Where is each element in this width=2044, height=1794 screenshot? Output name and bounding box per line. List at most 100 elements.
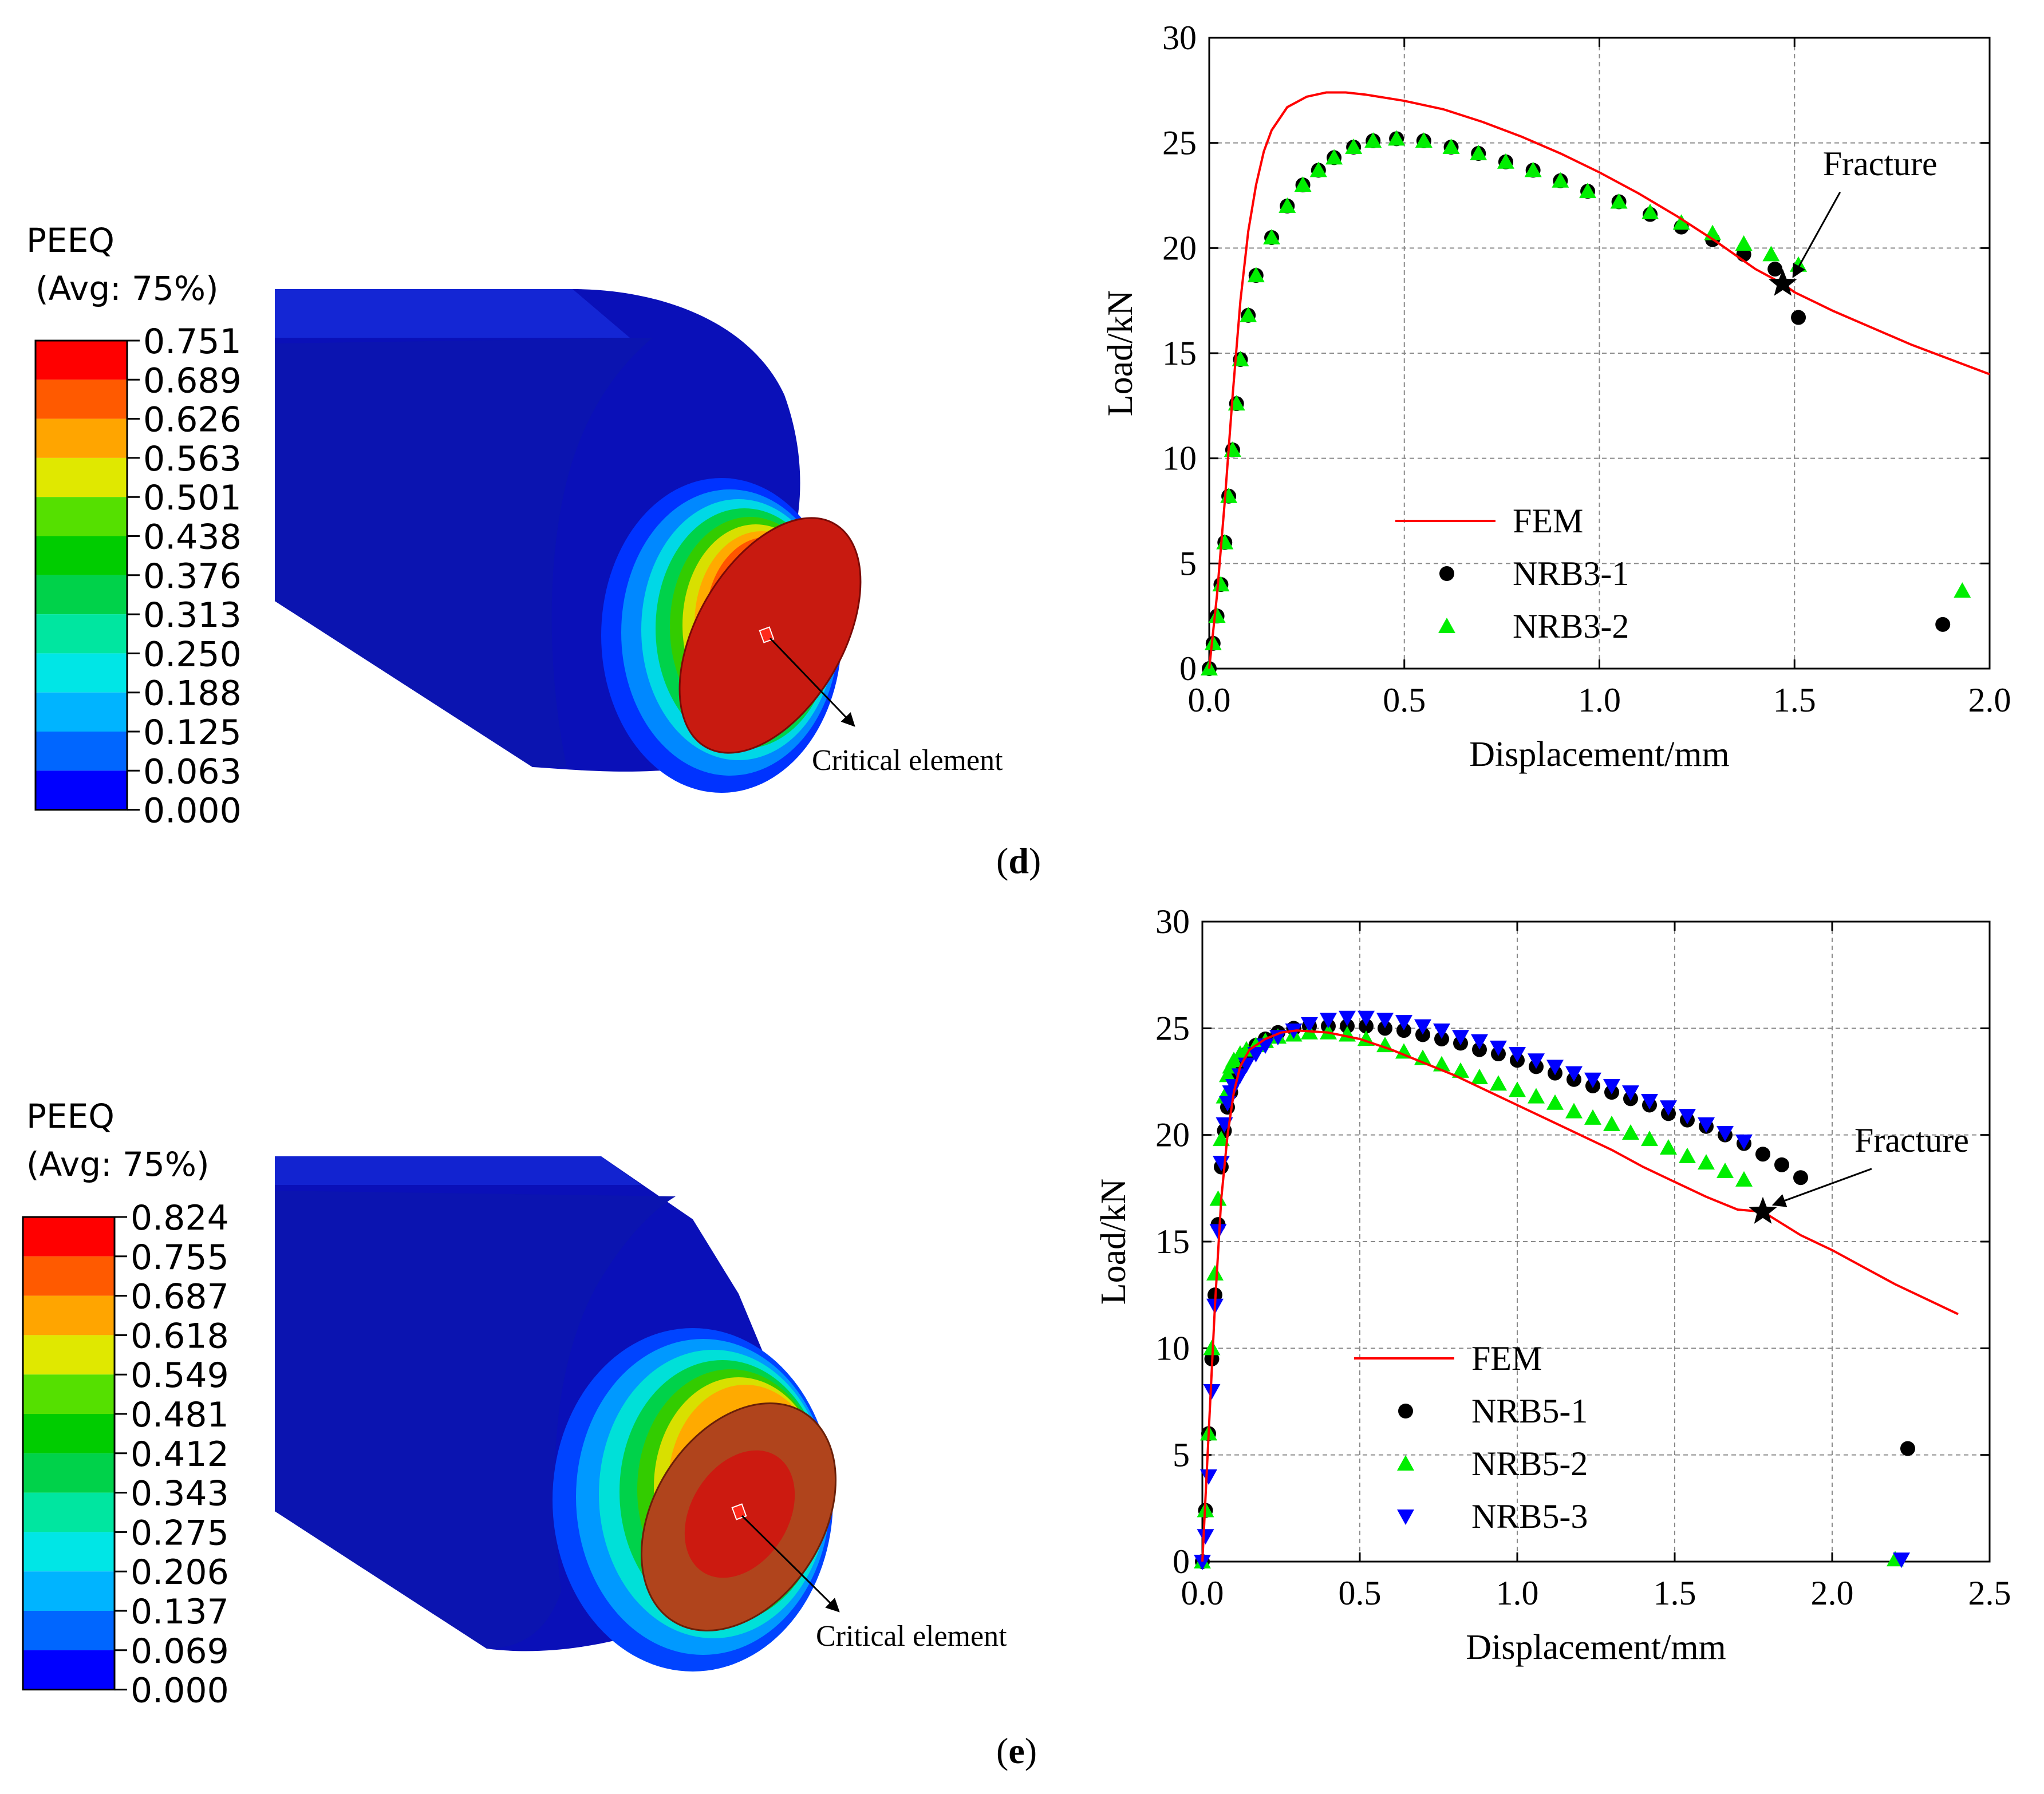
data-point: [1954, 582, 1971, 598]
panel-label-d: (d): [996, 840, 1041, 881]
legend-title-line2: (Avg: 75%): [35, 269, 219, 308]
chart-legend: FEM NRB3-1 NRB3-2: [1395, 502, 1629, 645]
legend-label: FEM: [1513, 502, 1583, 540]
y-tick-label: 5: [1179, 544, 1197, 582]
data-point: [1672, 214, 1690, 230]
data-point: [1219, 1066, 1236, 1082]
data-point: [1490, 1040, 1507, 1056]
data-point: [1584, 1072, 1601, 1088]
chart-legend: FEM NRB5-1 NRB5-2 NRB5-3: [1354, 1339, 1588, 1535]
data-point: [1247, 267, 1265, 283]
x-tick-label: 1.0: [1496, 1574, 1539, 1612]
legend-bands: [34, 339, 128, 811]
data-point: [1679, 1147, 1696, 1163]
series-line-FEM: [1201, 1029, 1959, 1562]
legend-band: [35, 653, 127, 693]
y-tick-label: 0: [1173, 1543, 1190, 1580]
data-point: [1208, 607, 1226, 623]
legend-label: NRB5-1: [1471, 1392, 1588, 1430]
legend-band: [23, 1650, 115, 1690]
data-point: [1528, 1088, 1545, 1104]
data-point: [1452, 1030, 1469, 1046]
data-point: [1735, 235, 1753, 251]
panel-label-e: (e): [996, 1730, 1037, 1771]
data-point: [1232, 1068, 1249, 1084]
y-tick-label: 25: [1155, 1009, 1190, 1047]
x-axis-label: Displacement/mm: [1466, 1628, 1726, 1667]
x-tick-label: 2.0: [1968, 681, 2011, 719]
legend-level-label: 0.313: [143, 595, 242, 635]
y-tick-label: 10: [1155, 1329, 1190, 1367]
legend-level-label: 0.824: [131, 1198, 229, 1238]
data-point: [1755, 1147, 1770, 1162]
series-NRB5-3: [1194, 1010, 1910, 1570]
x-tick-label: 2.5: [1968, 1574, 2011, 1612]
legend-band: [23, 1295, 115, 1335]
legend-swatch: [1398, 1404, 1413, 1418]
legend-band: [35, 575, 127, 615]
y-tick-label: 20: [1162, 229, 1197, 267]
data-point: [1791, 310, 1806, 325]
legend-band: [23, 1414, 115, 1453]
data-point: [1395, 1015, 1412, 1031]
data-point: [1345, 139, 1363, 155]
data-point: [1762, 246, 1780, 262]
legend-band: [23, 1256, 115, 1296]
legend-level-label: 0.137: [131, 1592, 229, 1632]
legend-band: [23, 1453, 115, 1493]
legend-band: [23, 1492, 115, 1532]
data-point: [1294, 176, 1312, 192]
critical-element-label-e: Critical element: [816, 1620, 1007, 1653]
critical-element-arrow-d: [769, 637, 855, 727]
legend-band: [23, 1611, 115, 1650]
data-point: [1509, 1047, 1526, 1063]
legend-band: [23, 1374, 115, 1414]
chart-e: 0.0 0.5 1.0 1.5 2.0 2.5 0 5 10 15 20 25 30 Displaceme…: [1094, 903, 2011, 1667]
fracture-label: Fracture: [1854, 1121, 1969, 1159]
x-tick-label: 1.5: [1654, 1574, 1696, 1612]
data-point: [1206, 1265, 1224, 1281]
data-point: [1524, 161, 1542, 177]
data-point: [1610, 193, 1628, 209]
data-point: [1528, 1053, 1545, 1069]
fe-specimen-d: Critical element: [275, 289, 1003, 793]
data-point: [1470, 145, 1487, 161]
data-point: [1790, 256, 1808, 272]
data-point: [1197, 1529, 1214, 1545]
data-point: [1225, 1078, 1242, 1094]
legend-band: [35, 341, 127, 380]
legend-swatch: [1439, 566, 1454, 581]
legend-level-label: 0.755: [131, 1238, 229, 1278]
legend-swatch: [1397, 1455, 1414, 1471]
legend-level-label: 0.549: [131, 1356, 229, 1396]
legend-level-label: 0.501: [143, 478, 242, 518]
contour-legend-e: PEEQ (Avg: 75%) 0.8240.7550.6870.6180.54…: [22, 1097, 229, 1711]
legend-label: NRB5-2: [1471, 1445, 1588, 1483]
fe-specimen-e: Critical element: [275, 1156, 1007, 1671]
data-point: [1579, 183, 1597, 199]
data-point: [1395, 1043, 1412, 1059]
legend-title-line1: PEEQ: [26, 1097, 115, 1136]
data-point: [1213, 1131, 1230, 1147]
fracture-star: [1769, 268, 1797, 296]
data-point: [1565, 1066, 1583, 1082]
contour-legend-d: PEEQ (Avg: 75%) 0.7510.6890.6260.5630.50…: [26, 221, 242, 831]
fracture-arrow: [1792, 192, 1841, 278]
data-point: [1717, 1125, 1734, 1141]
y-tick-label: 30: [1162, 19, 1197, 57]
data-point: [1240, 306, 1257, 322]
data-point: [1452, 1062, 1469, 1078]
legend-level-label: 0.343: [131, 1474, 229, 1514]
legend-band: [35, 418, 127, 458]
data-point: [1388, 130, 1406, 146]
data-point: [1490, 1075, 1507, 1091]
legend-band: [23, 1217, 115, 1256]
data-point: [1320, 1013, 1337, 1029]
data-point: [1735, 1171, 1753, 1187]
data-point: [1364, 132, 1382, 148]
x-tick-label: 1.5: [1773, 681, 1816, 719]
legend-bands: [22, 1216, 116, 1691]
legend-swatch: [1438, 618, 1455, 633]
data-point: [1442, 139, 1460, 155]
y-tick-label: 25: [1162, 124, 1197, 162]
